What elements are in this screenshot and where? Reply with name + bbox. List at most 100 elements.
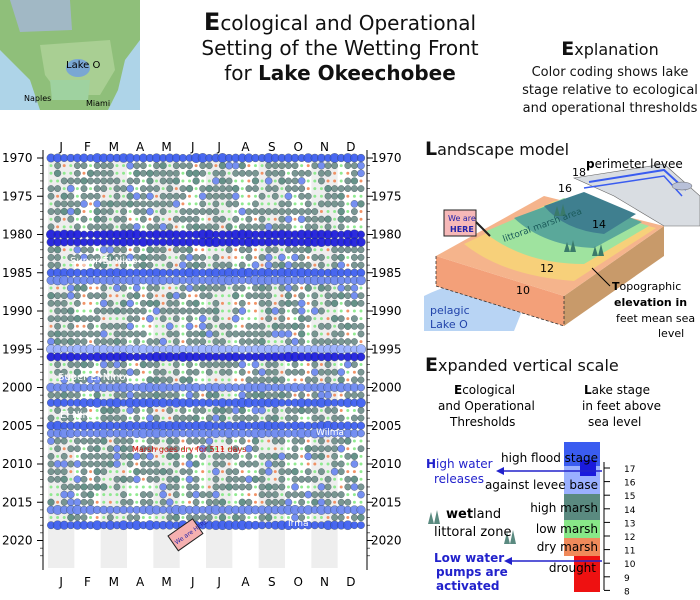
month-label-bottom: J (58, 575, 63, 589)
map-label-naples: Naples (24, 94, 51, 103)
month-label-bottom: M (161, 575, 171, 589)
wetland-bold: wet (446, 507, 473, 522)
low-water-1: Low water (434, 551, 504, 565)
year-label-right: 1990 (371, 304, 402, 318)
contour-18: 18 (572, 166, 586, 179)
year-label-right: 2005 (371, 419, 402, 433)
scale-tick-label: 12 (624, 533, 635, 543)
month-label-bottom: D (346, 575, 355, 589)
year-label-left: 2020 (2, 534, 33, 548)
expanded-head-text: xpanded vertical scale (437, 356, 619, 375)
landscape-cap: L (425, 138, 438, 160)
month-label-top: M (161, 140, 171, 154)
contour-14: 14 (592, 218, 606, 231)
scale-tick-label: 15 (624, 492, 635, 502)
threshold-dry-marsh: dry marsh (537, 540, 598, 554)
pelagic-label: pelagic (430, 304, 470, 317)
month-label-bottom: O (293, 575, 302, 589)
month-label-top: O (293, 140, 302, 154)
high-water-cap: H (426, 457, 436, 471)
eco-thresholds-2: and Operational (438, 399, 535, 413)
topo-label-4: level (658, 327, 684, 340)
scale-tick-label: 8 (624, 587, 630, 596)
month-label-top: J (58, 140, 63, 154)
low-water-3: activated (436, 579, 499, 593)
eco-cap: E (454, 383, 462, 397)
year-label-right: 2015 (371, 495, 402, 509)
year-label-left: 2010 (2, 457, 33, 471)
lake-rest: ake stage (592, 383, 650, 397)
scale-tick-label: 17 (624, 465, 635, 475)
page-title: Ecological and Operational Setting of th… (140, 10, 540, 86)
year-label-left: 1985 (2, 266, 33, 280)
wetland-rest: land (473, 507, 501, 522)
scale-tick-label: 9 (624, 574, 630, 584)
month-label-bottom: J (216, 575, 221, 589)
topo-label-3: feet mean sea (616, 312, 695, 325)
high-water-label: High water (426, 457, 493, 471)
contour-16: 16 (558, 182, 572, 195)
title-line2: Setting of the Wetting Front (201, 36, 479, 60)
high-water-2: releases (434, 472, 484, 486)
month-label-bottom: A (136, 575, 145, 589)
perimeter-levee-label: perimeter levee (586, 157, 683, 171)
map-label-miami: Miami (86, 99, 110, 108)
explanation-head: xplanation (574, 40, 659, 59)
title-line3-prefix: for (224, 61, 259, 85)
landscape-here: HERE (450, 225, 474, 234)
annotation-wilma: Wilma (316, 428, 344, 438)
topo-label-2: elevation in (614, 296, 687, 309)
month-label-top: S (268, 140, 276, 154)
landscape-we-are: We are (448, 214, 476, 223)
topo-rest: opographic (620, 280, 682, 293)
florida-map: Lake O Naples Miami (0, 0, 140, 110)
lake-stage-chart: 1970 1970 1975 1975 1980 1980 1985 1985 1990 1990… (0, 140, 420, 596)
landscape-model: We are HERE perimeter levee 18 16 14 12 … (424, 156, 700, 352)
title-line1: cological and Operational (220, 11, 477, 35)
eco-thresholds-header: Ecological (454, 383, 515, 397)
month-label-top: A (241, 140, 250, 154)
year-label-right: 2010 (371, 457, 402, 471)
annotation-marsh-dry: Marsh goes dry for 511 days (132, 445, 246, 454)
threshold-levee-base: against levee base (485, 478, 598, 492)
year-label-left: 2015 (2, 495, 33, 509)
scale-tick-label: 11 (624, 547, 635, 557)
month-label-bottom: N (320, 575, 329, 589)
littoral-zone-label: littoral zone (434, 525, 511, 540)
year-label-right: 1995 (371, 342, 402, 356)
low-water-2: pumps are (436, 565, 508, 579)
lake-cap: L (584, 383, 592, 397)
perimeter-rest: erimeter levee (595, 157, 683, 171)
eco-thresholds-3: Thresholds (449, 415, 515, 429)
map-label-lake-o: Lake O (66, 60, 100, 71)
explanation: Explanation Color coding shows lake stag… (520, 38, 700, 118)
topo-cap: T (612, 280, 620, 293)
year-label-left: 2005 (2, 419, 33, 433)
year-label-left: 1980 (2, 228, 33, 242)
month-label-top: J (216, 140, 221, 154)
high-water-rest: igh water (436, 457, 493, 471)
title-line3-bold: Lake Okeechobee (258, 61, 456, 85)
month-label-top: N (320, 140, 329, 154)
year-label-right: 1985 (371, 266, 402, 280)
expanded-scale-heading: Expanded vertical scale (425, 354, 619, 376)
annotation-el-nino: El Nino (60, 410, 95, 421)
explanation-line-3: and operational thresholds (522, 101, 698, 116)
year-label-left: 1970 (2, 151, 33, 165)
lake-stage-2: in feet above (582, 399, 661, 413)
annotation-irma: Irma (288, 519, 308, 529)
contour-10: 10 (516, 284, 530, 297)
eco-rest: cological (462, 383, 515, 397)
month-label-top: D (346, 140, 355, 154)
month-label-bottom: S (268, 575, 276, 589)
year-label-right: 1980 (371, 228, 402, 242)
month-label-top: A (136, 140, 145, 154)
perimeter-cap: p (586, 157, 595, 171)
year-label-left: 1990 (2, 304, 33, 318)
expanded-cap: E (425, 354, 438, 376)
landscape-heading: Landscape model (425, 138, 569, 160)
scale-tick-label: 13 (624, 519, 635, 529)
month-label-top: F (84, 140, 91, 154)
month-label-bottom: J (190, 575, 195, 589)
year-label-left: 1995 (2, 342, 33, 356)
